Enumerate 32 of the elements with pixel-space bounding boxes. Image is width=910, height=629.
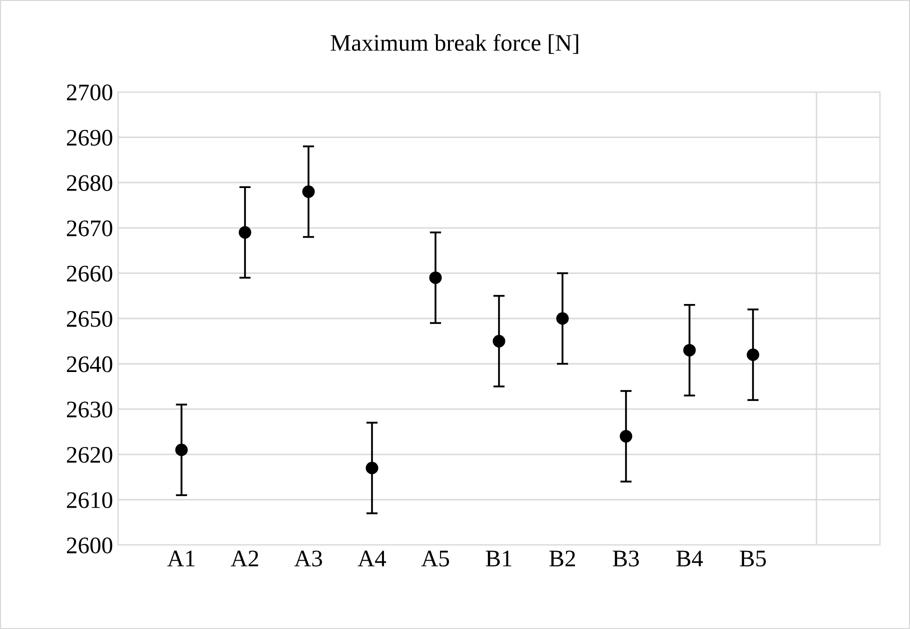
point bbox=[556, 312, 569, 325]
y-tick-label: 2680 bbox=[66, 175, 112, 192]
point bbox=[492, 334, 506, 348]
y-tick-label: 2640 bbox=[66, 356, 112, 372]
y-tick-label: 2660 bbox=[66, 266, 112, 282]
point bbox=[429, 271, 442, 284]
point bbox=[175, 444, 188, 456]
y-tick-label: 2610 bbox=[66, 492, 112, 508]
x-tick-label: A5 bbox=[421, 550, 450, 566]
y-tick-label: 2600 bbox=[66, 537, 112, 554]
chart-title: Maximum break force [N] bbox=[330, 34, 578, 54]
y-tick-label: 2690 bbox=[66, 130, 112, 146]
x-tick-label: B1 bbox=[486, 550, 512, 566]
y-tick-label: 2670 bbox=[66, 220, 112, 236]
y-tick-label: 2700 bbox=[66, 84, 112, 100]
point bbox=[302, 185, 315, 198]
point bbox=[238, 226, 252, 239]
x-tick-label: A4 bbox=[358, 550, 386, 566]
y-tick-label: 2630 bbox=[66, 402, 112, 418]
x-tick-label: A3 bbox=[294, 550, 322, 566]
x-tick-label: B4 bbox=[676, 550, 703, 566]
point bbox=[620, 430, 632, 443]
x-tick-label: B5 bbox=[740, 550, 766, 566]
x-tick-label: B2 bbox=[549, 550, 575, 566]
y-tick-label: 2620 bbox=[66, 446, 112, 463]
x-tick-label: A1 bbox=[167, 550, 195, 566]
point bbox=[366, 462, 378, 474]
x-tick-label: A2 bbox=[230, 550, 258, 566]
y-tick-label: 2650 bbox=[66, 310, 112, 327]
point bbox=[683, 344, 696, 356]
point bbox=[746, 348, 760, 361]
x-tick-label: B3 bbox=[612, 550, 639, 566]
